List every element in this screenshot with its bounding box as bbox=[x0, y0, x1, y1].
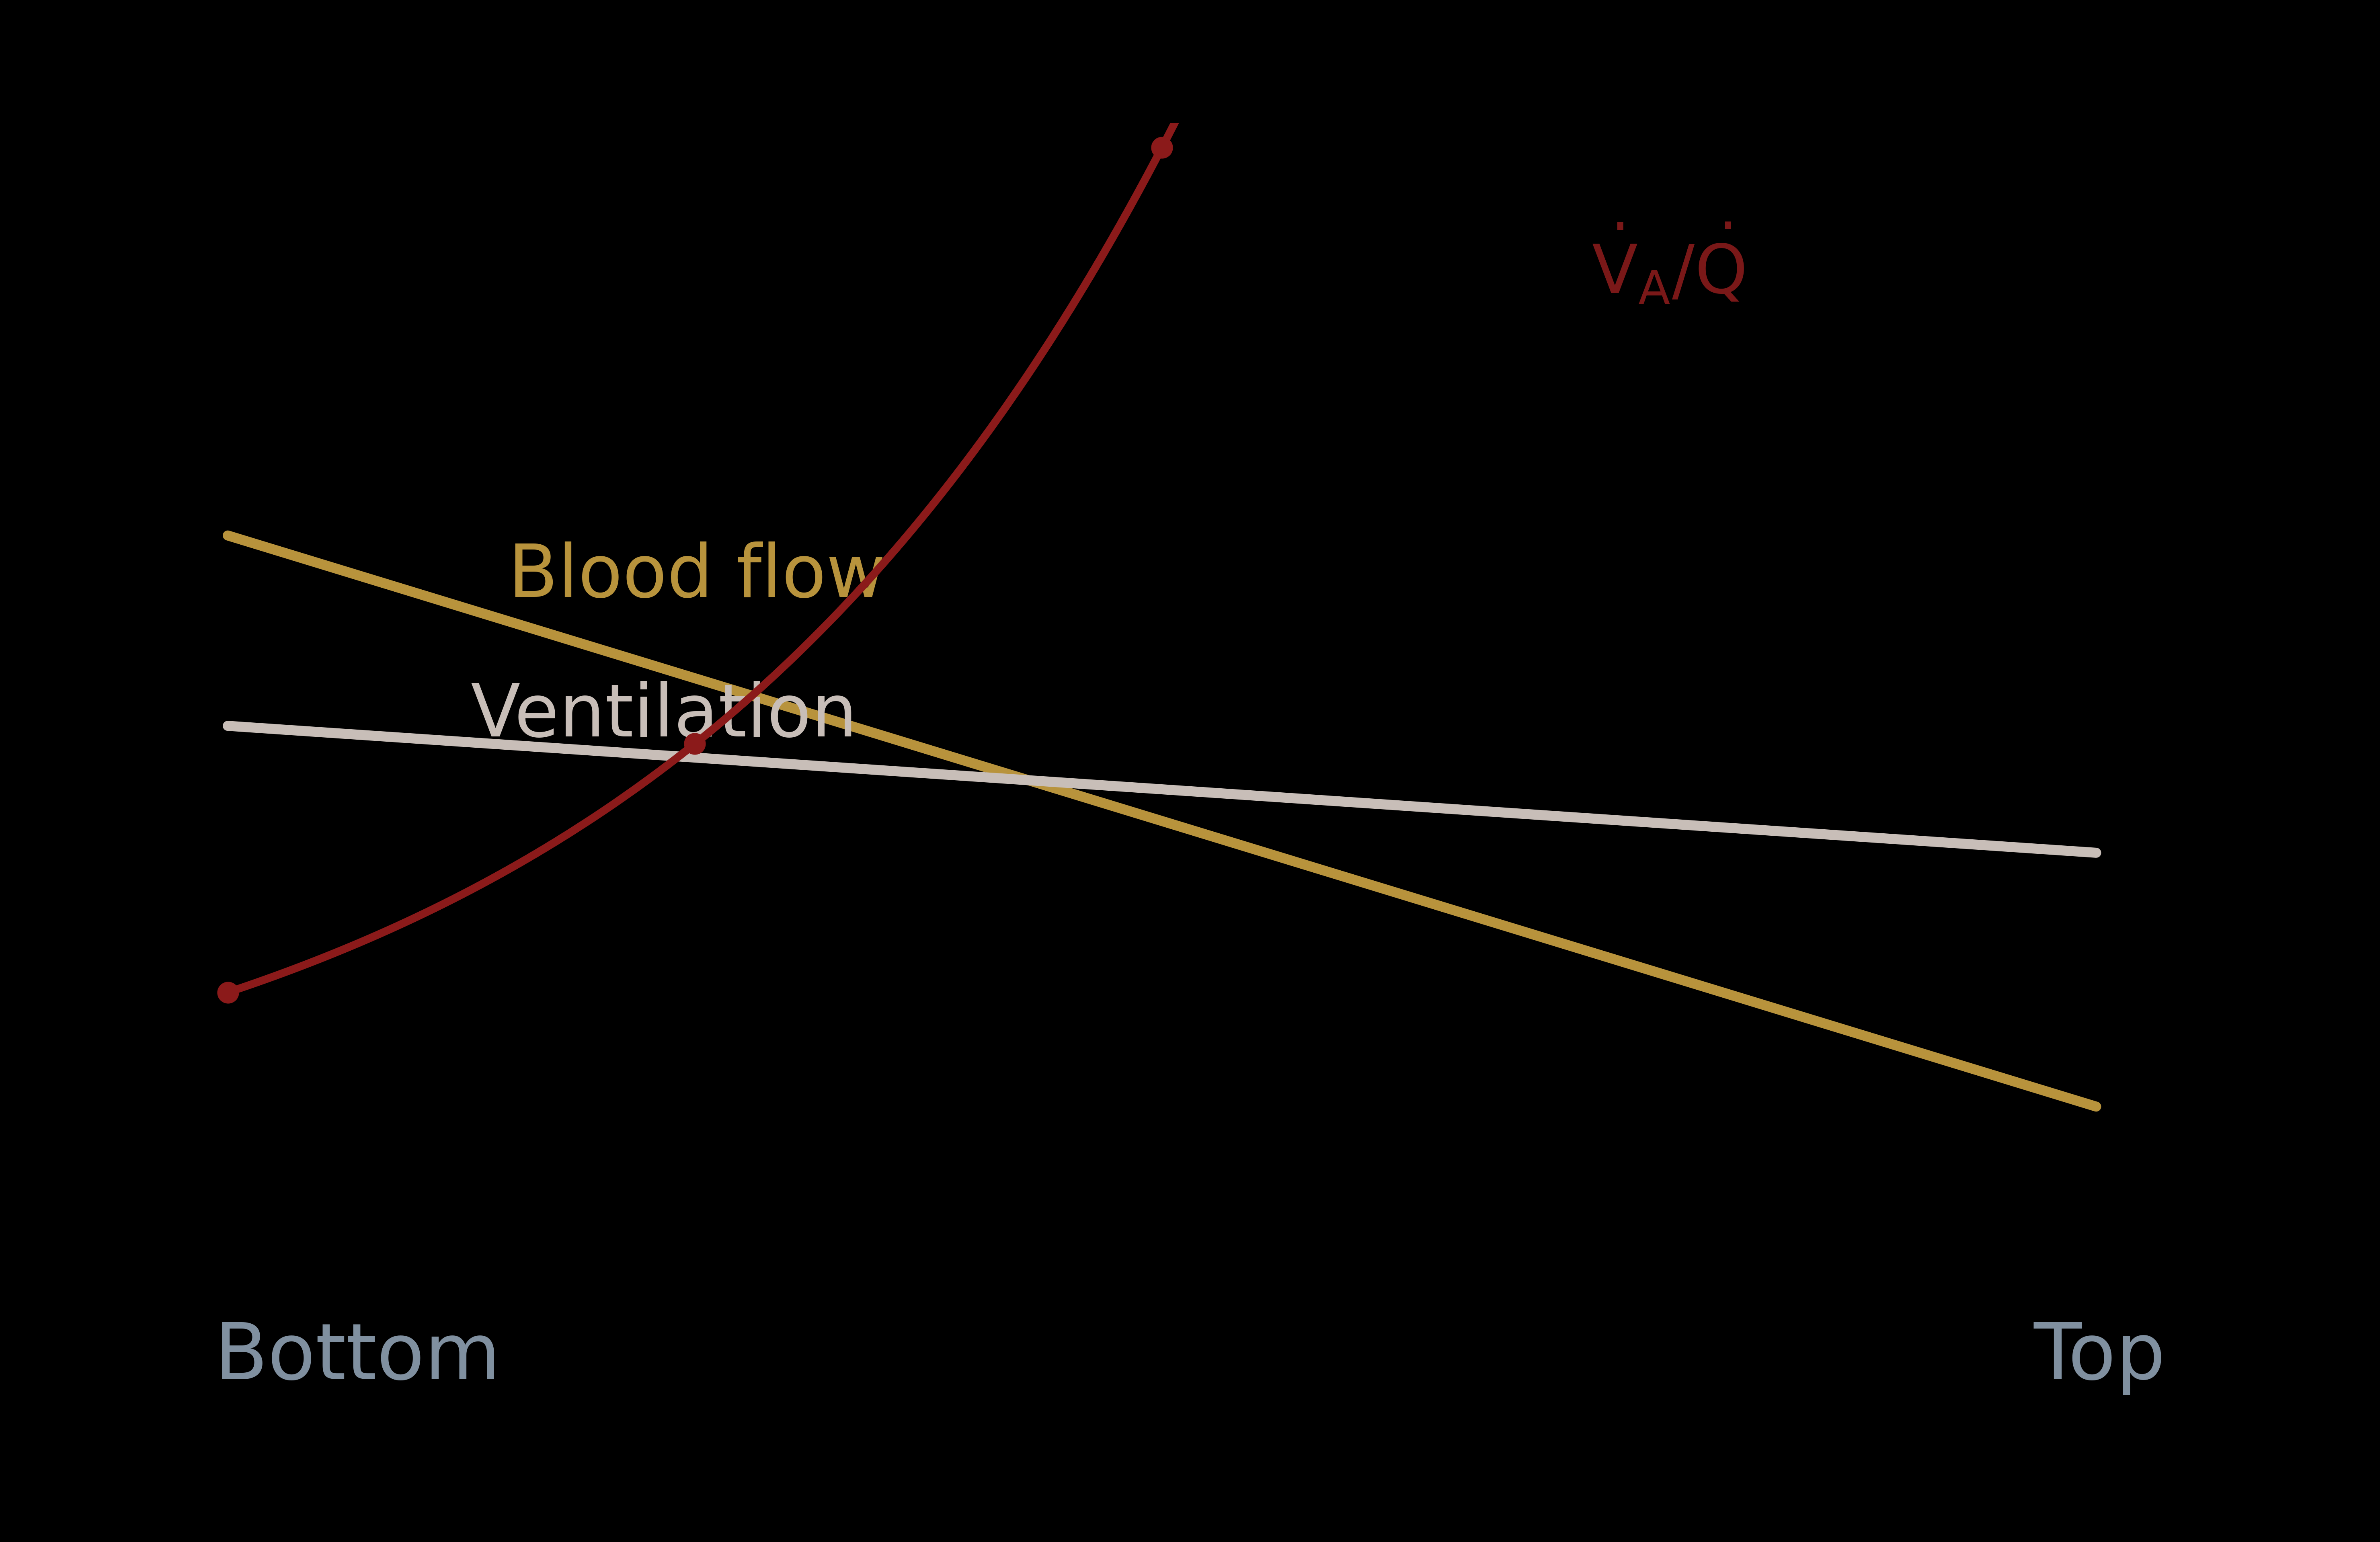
Text: Ventilation: Ventilation bbox=[471, 680, 857, 751]
Text: Blood flow: Blood flow bbox=[507, 541, 885, 612]
Text: Top: Top bbox=[2035, 1320, 2166, 1394]
Text: $\dot{\mathsf{V}}_\mathsf{A}/\dot{\mathsf{Q}}$: $\dot{\mathsf{V}}_\mathsf{A}/\dot{\maths… bbox=[1592, 224, 1745, 307]
Text: Bottom: Bottom bbox=[214, 1320, 502, 1394]
